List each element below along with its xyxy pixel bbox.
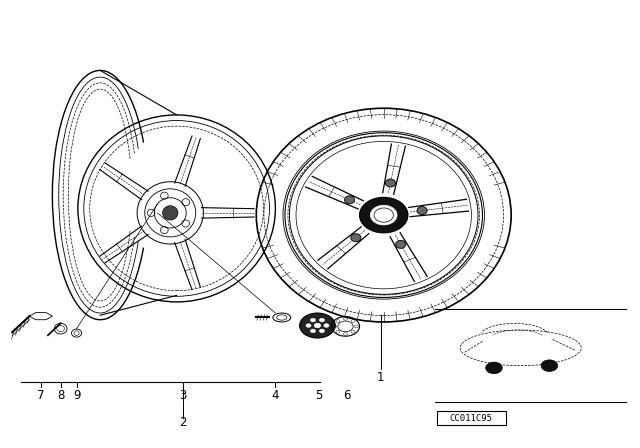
Ellipse shape — [310, 319, 316, 322]
Text: 9: 9 — [73, 389, 81, 402]
Ellipse shape — [319, 329, 324, 333]
Ellipse shape — [163, 206, 178, 220]
Ellipse shape — [300, 313, 335, 338]
Ellipse shape — [417, 207, 427, 215]
Ellipse shape — [351, 234, 361, 242]
FancyBboxPatch shape — [436, 411, 506, 425]
Polygon shape — [29, 313, 52, 320]
Text: 8: 8 — [57, 389, 65, 402]
Text: 2: 2 — [179, 416, 187, 429]
Text: 6: 6 — [343, 389, 351, 402]
Ellipse shape — [314, 323, 321, 328]
Ellipse shape — [360, 197, 408, 233]
Text: 3: 3 — [179, 389, 187, 402]
Circle shape — [486, 362, 502, 374]
Text: 7: 7 — [37, 389, 45, 402]
Text: 5: 5 — [315, 389, 323, 402]
Ellipse shape — [385, 179, 396, 187]
Ellipse shape — [344, 196, 355, 204]
Text: 1: 1 — [377, 371, 384, 384]
Circle shape — [541, 360, 557, 371]
Ellipse shape — [319, 319, 324, 322]
Ellipse shape — [310, 329, 316, 333]
Ellipse shape — [371, 205, 397, 225]
Text: CC011C95: CC011C95 — [449, 414, 493, 423]
Ellipse shape — [396, 240, 406, 248]
Ellipse shape — [324, 324, 329, 327]
Text: 4: 4 — [271, 389, 279, 402]
Ellipse shape — [306, 324, 311, 327]
